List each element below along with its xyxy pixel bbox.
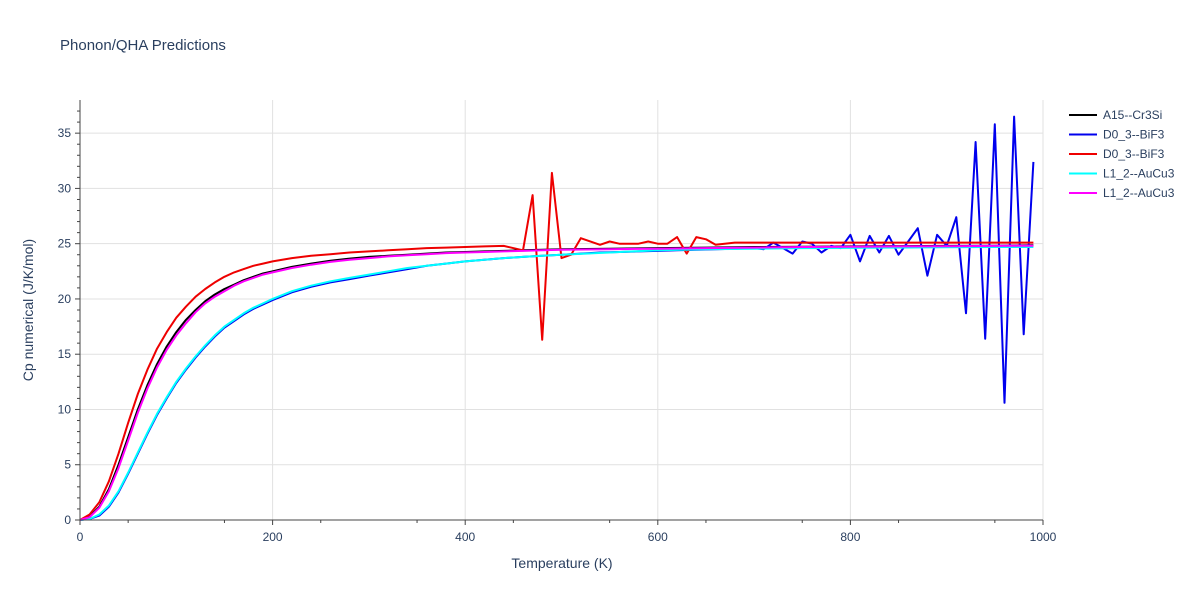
x-axis-title: Temperature (K) (511, 555, 612, 571)
legend-label-3[interactable]: L1_2--AuCu3 (1103, 167, 1175, 181)
y-tick-label: 0 (64, 513, 71, 527)
series-line-4[interactable] (79, 244, 1034, 521)
x-tick-label: 600 (648, 530, 668, 544)
y-tick-label: 25 (58, 237, 72, 251)
series-line-0[interactable] (79, 244, 1034, 521)
y-axis-title: Cp numerical (J/K/mol) (20, 239, 36, 381)
plot-area[interactable] (79, 115, 1035, 521)
x-tick-label: 200 (263, 530, 283, 544)
x-tick-label: 0 (77, 530, 84, 544)
series-line-1[interactable] (79, 115, 1035, 521)
x-tick-label: 800 (840, 530, 860, 544)
y-tick-label: 20 (58, 292, 72, 306)
series-line-3[interactable] (79, 246, 1034, 521)
x-tick-label: 400 (455, 530, 475, 544)
legend-label-2[interactable]: D0_3--BiF3 (1103, 147, 1165, 161)
legend-label-4[interactable]: L1_2--AuCu3 (1103, 186, 1175, 200)
grid (80, 100, 1044, 520)
chart-title: Phonon/QHA Predictions (60, 37, 226, 54)
legend-label-0[interactable]: A15--Cr3Si (1103, 108, 1162, 122)
axes: 0 200 400 600 800 1000 0 5 10 15 20 25 30 35 (58, 100, 1057, 544)
legend[interactable]: A15--Cr3Si D0_3--BiF3 D0_3--BiF3 L1_2--AuCu… (1069, 108, 1175, 200)
series-line-2[interactable] (79, 171, 1034, 521)
y-tick-label: 30 (58, 181, 72, 195)
legend-label-1[interactable]: D0_3--BiF3 (1103, 128, 1165, 142)
y-tick-label: 15 (58, 347, 72, 361)
x-tick-label: 1000 (1030, 530, 1057, 544)
y-tick-label: 5 (64, 458, 71, 472)
y-tick-label: 10 (58, 402, 72, 416)
y-tick-label: 35 (58, 126, 72, 140)
